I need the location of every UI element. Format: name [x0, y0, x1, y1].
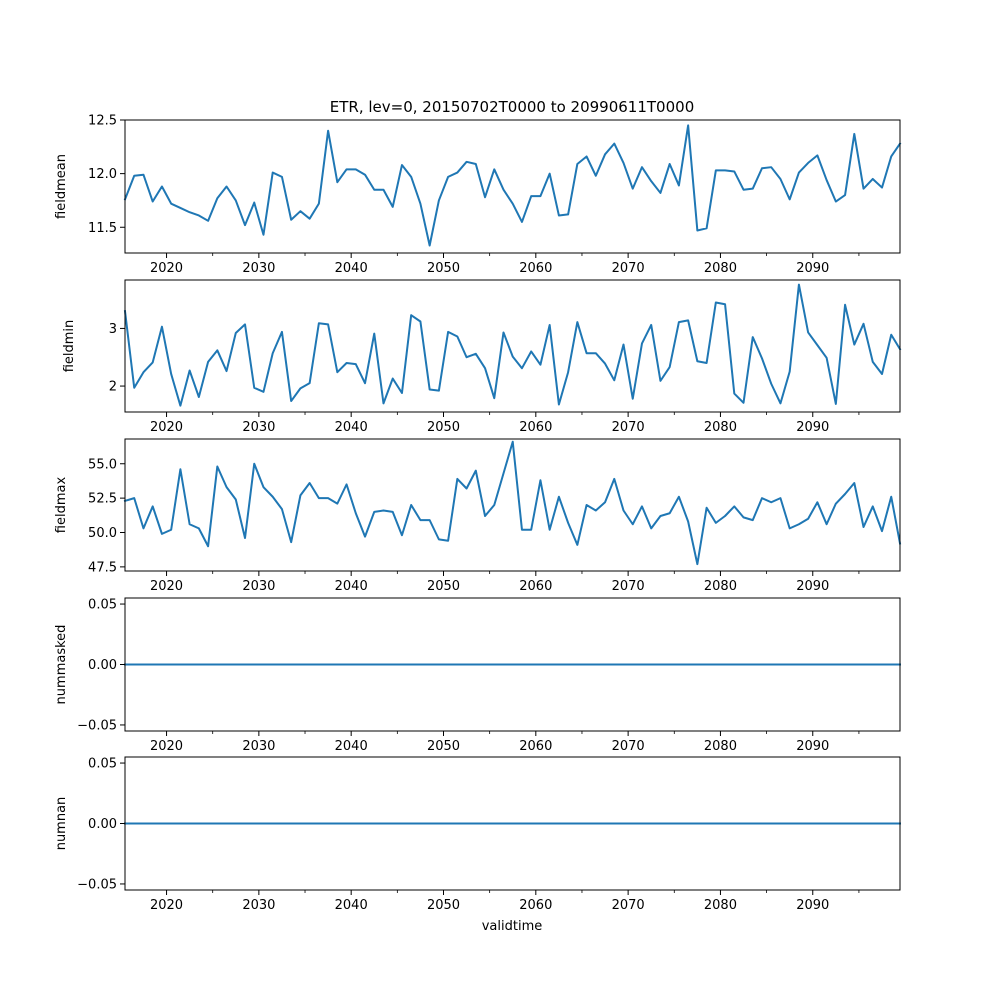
x-tick-label: 2080: [704, 579, 737, 594]
x-tick-label: 2070: [612, 261, 645, 276]
x-tick-label: 2060: [519, 898, 552, 913]
x-tick-label: 2030: [242, 420, 275, 435]
y-tick-label: 0.05: [88, 757, 117, 772]
subplots: 2020 2030 2040 2050 2060 2070 2080 2090 11.5 12.0…: [54, 114, 902, 913]
subplot-fieldmax: 2020 2030 2040 2050 2060 2070 2080 2090 47.5 50.0…: [54, 438, 902, 594]
x-tick-label: 2070: [612, 420, 645, 435]
x-tick-label: 2090: [796, 579, 829, 594]
axes-frame-fieldmax: [124, 438, 901, 572]
x-tick-label: 2040: [335, 739, 368, 754]
y-axis-label-fieldmax: fieldmax: [54, 477, 69, 534]
x-tick-label: 2060: [519, 261, 552, 276]
chart-title: ETR, lev=0, 20150702T0000 to 20990611T00…: [330, 98, 694, 116]
subplot-fieldmin: 2020 2030 2040 2050 2060 2070 2080 2090 2 3 fieldm…: [62, 279, 902, 435]
x-tick-label: 2090: [796, 261, 829, 276]
series-line-fieldmin: [123, 283, 902, 407]
x-tick-label: 2050: [427, 261, 460, 276]
x-tick-label: 2080: [704, 739, 737, 754]
x-tick-label: 2080: [704, 261, 737, 276]
x-tick-label: 2020: [150, 261, 183, 276]
x-tick-label: 2080: [704, 898, 737, 913]
y-tick-label: 2: [109, 380, 117, 395]
x-tick-label: 2030: [242, 739, 275, 754]
y-tick-label: 11.5: [88, 221, 117, 236]
x-tick-label: 2040: [335, 261, 368, 276]
x-tick-label: 2070: [612, 579, 645, 594]
x-tick-label: 2050: [427, 898, 460, 913]
y-tick-label: 50.0: [88, 526, 117, 541]
y-tick-label: 0.05: [88, 598, 117, 613]
x-tick-label: 2040: [335, 898, 368, 913]
x-tick-label: 2050: [427, 739, 460, 754]
x-tick-label: 2070: [612, 898, 645, 913]
y-axis-label-fieldmin: fieldmin: [62, 320, 77, 373]
y-tick-label: 12.0: [88, 167, 117, 182]
x-tick-label: 2040: [335, 420, 368, 435]
x-tick-label: 2090: [796, 739, 829, 754]
subplot-numnan: 2020 2030 2040 2050 2060 2070 2080 2090 −0.05 0.0…: [54, 756, 901, 913]
y-tick-label: 12.5: [88, 114, 117, 129]
y-tick-label: 55.0: [88, 457, 117, 472]
x-tick-label: 2070: [612, 739, 645, 754]
x-tick-label: 2020: [150, 579, 183, 594]
x-tick-label: 2090: [796, 420, 829, 435]
y-tick-label: 52.5: [88, 492, 117, 507]
axes-frame-fieldmean: [124, 119, 901, 254]
y-tick-label: 0.00: [88, 658, 117, 673]
y-tick-label: −0.05: [77, 877, 117, 892]
x-tick-label: 2030: [242, 261, 275, 276]
x-tick-label: 2020: [150, 420, 183, 435]
y-axis-label-nummasked: nummasked: [54, 625, 69, 705]
subplot-fieldmean: 2020 2030 2040 2050 2060 2070 2080 2090 11.5 12.0…: [54, 114, 902, 276]
y-axis-label-fieldmean: fieldmean: [54, 154, 69, 219]
series-line-fieldmax: [123, 440, 902, 566]
x-tick-label: 2060: [519, 579, 552, 594]
subplot-nummasked: 2020 2030 2040 2050 2060 2070 2080 2090 −0.05 0.0…: [54, 597, 901, 754]
x-axis-label: validtime: [482, 919, 543, 934]
x-tick-label: 2080: [704, 420, 737, 435]
y-tick-label: 47.5: [88, 560, 117, 575]
y-tick-label: −0.05: [77, 718, 117, 733]
x-tick-label: 2090: [796, 898, 829, 913]
x-tick-label: 2020: [150, 898, 183, 913]
x-tick-label: 2030: [242, 579, 275, 594]
x-tick-label: 2030: [242, 898, 275, 913]
x-tick-label: 2050: [427, 420, 460, 435]
x-tick-label: 2020: [150, 739, 183, 754]
y-axis-label-numnan: numnan: [54, 797, 69, 851]
x-tick-label: 2040: [335, 579, 368, 594]
series-line-fieldmean: [123, 124, 902, 247]
y-tick-label: 3: [109, 322, 117, 337]
x-tick-label: 2060: [519, 739, 552, 754]
axes-frame-fieldmin: [124, 279, 901, 413]
x-tick-label: 2050: [427, 579, 460, 594]
x-tick-label: 2060: [519, 420, 552, 435]
y-tick-label: 0.00: [88, 817, 117, 832]
